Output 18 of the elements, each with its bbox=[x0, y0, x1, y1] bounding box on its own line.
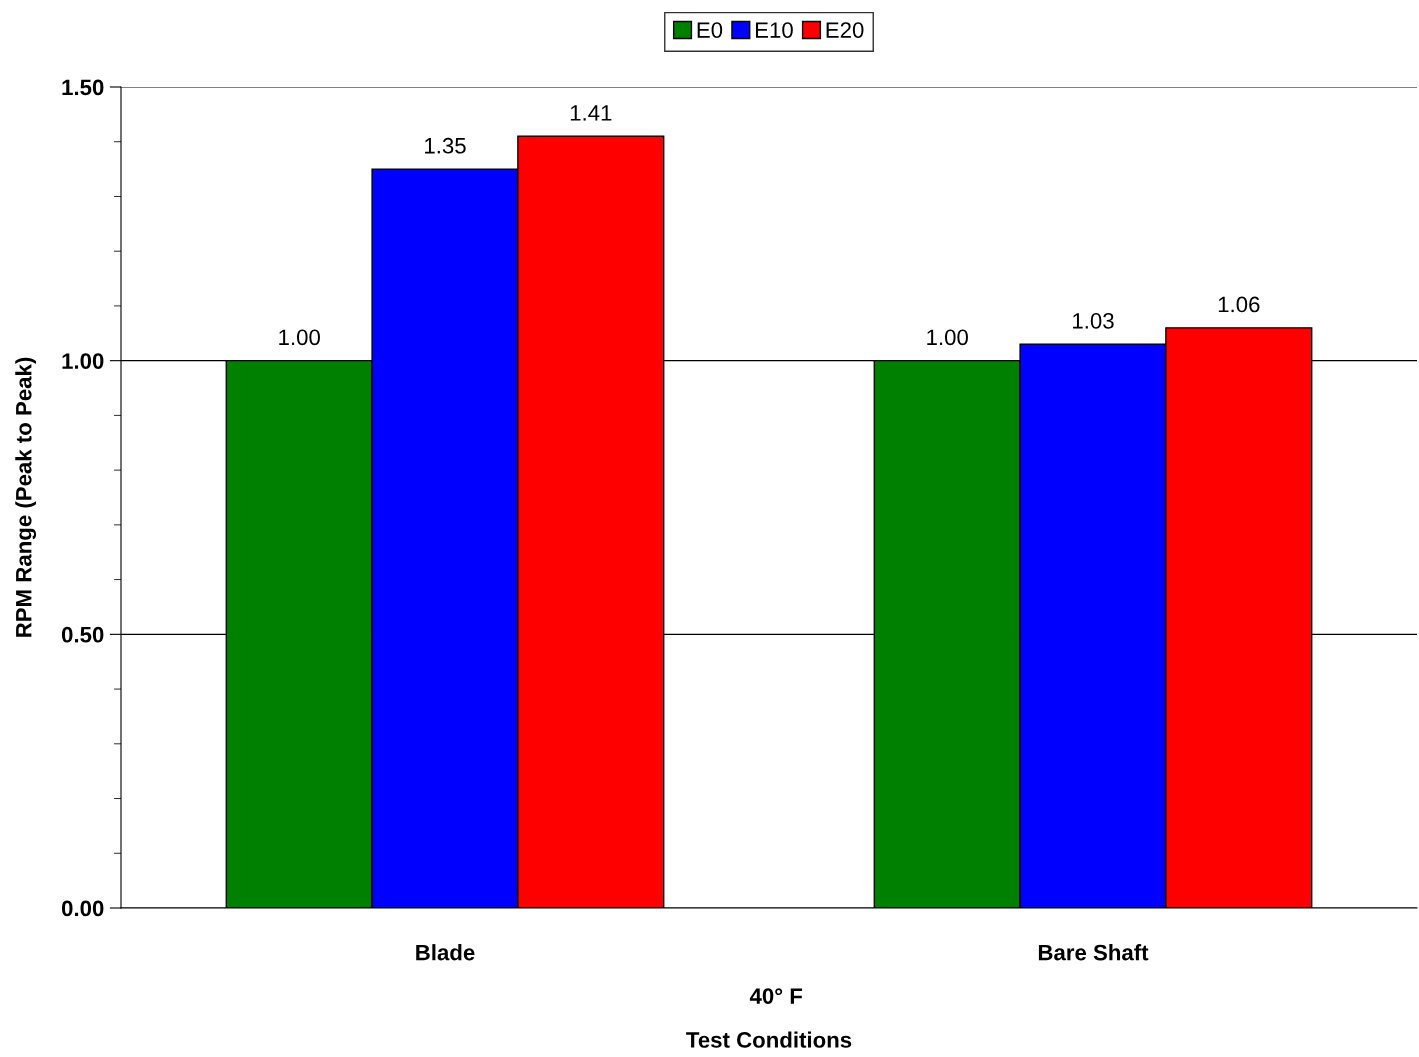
y-tick-label: 0.00 bbox=[61, 900, 104, 917]
data-label: 1.06 bbox=[1218, 296, 1260, 313]
y-axis-title: RPM Range (Peak to Peak) bbox=[15, 357, 37, 637]
y-tick-label: 0.50 bbox=[61, 626, 104, 643]
x-axis-title: Test Conditions bbox=[686, 1031, 852, 1048]
legend-label: E0 bbox=[697, 22, 723, 38]
data-label: 1.00 bbox=[279, 329, 320, 346]
legend-label: E10 bbox=[755, 22, 793, 38]
data-label: 1.35 bbox=[425, 137, 466, 154]
text: 40° F bbox=[749, 988, 803, 1004]
data-label: 1.00 bbox=[927, 329, 968, 346]
y-tick-label: 1.00 bbox=[62, 353, 104, 369]
legend-label: E20 bbox=[826, 22, 864, 38]
data-label: 1.03 bbox=[1073, 313, 1114, 329]
data-label: 1.41 bbox=[570, 105, 612, 121]
y-tick-label: 1.50 bbox=[62, 79, 104, 96]
x-tick-label: Blade bbox=[416, 944, 475, 961]
x-tick-label: Bare Shaft bbox=[1038, 944, 1149, 961]
